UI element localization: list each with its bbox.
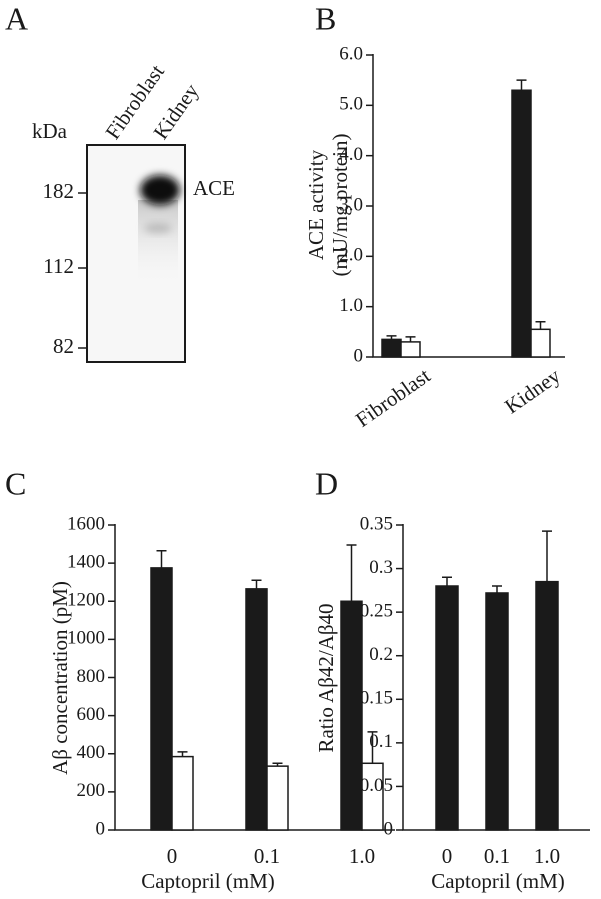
blot-smear — [138, 200, 178, 290]
y-tick-label: 1600 — [67, 513, 105, 534]
x-tick-label: Kidney — [500, 363, 565, 418]
marker-label: 112 — [43, 254, 74, 278]
error-bar — [177, 751, 188, 757]
x-axis-label: Captopril (mM) — [431, 869, 565, 893]
y-axis-label: Aβ concentration (pM) — [48, 581, 72, 775]
bar — [361, 762, 384, 831]
error-bar — [386, 335, 397, 340]
error-bar — [272, 762, 283, 767]
y-tick-label: 1200 — [67, 590, 105, 611]
y-tick-label: 1400 — [67, 551, 105, 572]
bar — [171, 755, 194, 831]
error-bar — [346, 544, 357, 602]
error-bar — [156, 549, 167, 568]
y-axis-label: ACE activity — [304, 149, 328, 260]
y-tick-label: 0.35 — [360, 513, 393, 534]
bar — [150, 567, 173, 831]
error-bar — [442, 576, 452, 586]
bar — [511, 89, 532, 358]
y-tick-label: 400 — [77, 742, 106, 763]
y-tick-label: 600 — [77, 704, 106, 725]
panel-letter: D — [315, 465, 338, 501]
y-axis-label: Ratio Aβ42/Aβ40 — [314, 603, 338, 752]
panel-letter: A — [5, 0, 28, 36]
x-tick-label: 1.0 — [534, 844, 560, 868]
y-tick-label: 6.0 — [339, 43, 363, 64]
y-tick-label: 0 — [384, 818, 394, 839]
blot-band — [140, 175, 180, 205]
y-axis-label: (mU/mg protein) — [328, 134, 352, 277]
error-bar — [367, 731, 378, 764]
y-tick-label: 1000 — [67, 628, 105, 649]
bar — [400, 341, 421, 358]
marker-label: 82 — [53, 334, 74, 358]
y-tick-label: 0.05 — [360, 775, 393, 796]
y-tick-label: 1.0 — [339, 295, 363, 316]
error-bar — [542, 530, 552, 582]
y-tick-label: 0 — [354, 345, 364, 366]
x-axis-label: Captopril (mM) — [141, 869, 275, 893]
panel-letter: B — [315, 0, 336, 36]
y-tick-label: 200 — [77, 780, 106, 801]
band-label: ACE — [193, 176, 235, 200]
y-tick-label: 0.25 — [360, 601, 393, 622]
y-tick-label: 0.15 — [360, 688, 393, 709]
x-tick-label: 1.0 — [349, 844, 375, 868]
y-tick-label: 0.2 — [369, 644, 393, 665]
error-bar — [405, 336, 416, 342]
y-tick-label: 0 — [96, 818, 106, 839]
unit-label: kDa — [32, 119, 68, 143]
y-tick-label: 3.0 — [339, 194, 363, 215]
y-tick-label: 4.0 — [339, 144, 363, 165]
bar — [381, 338, 402, 358]
bar — [530, 328, 551, 358]
error-bar — [251, 579, 262, 589]
error-bar — [516, 79, 527, 91]
y-tick-label: 800 — [77, 666, 106, 687]
bar — [435, 585, 459, 831]
y-tick-label: 5.0 — [339, 94, 363, 115]
y-tick-label: 0.1 — [369, 731, 393, 752]
panel-letter: C — [5, 465, 26, 501]
y-tick-label: 0.3 — [369, 557, 393, 578]
x-tick-label: 0.1 — [254, 844, 280, 868]
x-tick-label: Fibroblast — [351, 363, 435, 432]
bar — [245, 588, 268, 831]
axis — [372, 54, 565, 358]
x-tick-label: 0 — [442, 844, 453, 868]
bar — [485, 592, 509, 831]
error-bar — [492, 585, 502, 593]
blot-panel: A kDa 182 112 82 ACE Fibroblast Kidney — [5, 0, 235, 363]
blot-faint-band — [144, 223, 172, 233]
error-bar — [535, 321, 546, 330]
x-tick-label: 0.1 — [484, 844, 510, 868]
bar — [535, 580, 559, 831]
y-tick-label: 2.0 — [339, 245, 363, 266]
marker-label: 182 — [43, 179, 75, 203]
x-tick-label: 0 — [167, 844, 178, 868]
bar — [266, 765, 289, 831]
